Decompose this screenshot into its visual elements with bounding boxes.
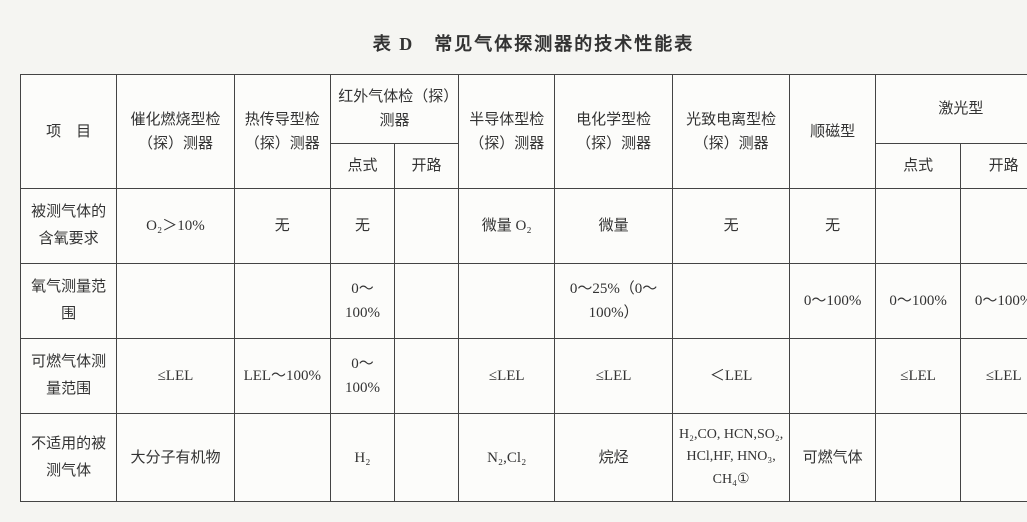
cell: N₂,Cl₂ (459, 414, 555, 502)
cell (395, 189, 459, 264)
cell: H₂ (330, 414, 394, 502)
col-laser-open: 开路 (961, 144, 1027, 189)
table-row: 被测气体的含氧要求 O₂＞10% 无 无 微量 O₂ 微量 无 无 (21, 189, 1027, 264)
cell: ≤LEL (459, 339, 555, 414)
cell: 0～100% (330, 264, 394, 339)
col-electrochemical: 电化学型检（探）测器 (555, 75, 673, 189)
cell (395, 264, 459, 339)
spec-table: 项 目 催化燃烧型检（探）测器 热传导型检（探）测器 红外气体检（探）测器 半导… (20, 74, 1027, 502)
cell (395, 339, 459, 414)
col-photoionization: 光致电离型检（探）测器 (672, 75, 790, 189)
table-wrapper: 表 D 常见气体探测器的技术性能表 项 目 催化燃烧型检（探）测器 热传导型检（… (20, 30, 1027, 502)
cell: ≤LEL (117, 339, 235, 414)
col-laser-group: 激光型 (875, 75, 1027, 144)
col-paramagnetic: 顺磁型 (790, 75, 875, 189)
table-row: 可燃气体测量范围 ≤LEL LEL～100% 0～100% ≤LEL ≤LEL … (21, 339, 1027, 414)
col-infrared-point: 点式 (330, 144, 394, 189)
cell: 烷烃 (555, 414, 673, 502)
cell (459, 264, 555, 339)
cell: H₂,CO, HCN,SO₂, HCl,HF, HNO₃, CH₄① (672, 414, 790, 502)
cell (395, 414, 459, 502)
table-title: 表 D 常见气体探测器的技术性能表 (20, 30, 1027, 56)
cell (672, 264, 790, 339)
row-label-unsuitable-gas: 不适用的被测气体 (21, 414, 117, 502)
col-catalytic: 催化燃烧型检（探）测器 (117, 75, 235, 189)
cell: ≤LEL (555, 339, 673, 414)
col-semiconductor: 半导体型检（探）测器 (459, 75, 555, 189)
cell (961, 189, 1027, 264)
cell (875, 414, 960, 502)
cell: 0～100% (790, 264, 875, 339)
header-row-1: 项 目 催化燃烧型检（探）测器 热传导型检（探）测器 红外气体检（探）测器 半导… (21, 75, 1027, 144)
cell: ≤LEL (961, 339, 1027, 414)
col-item: 项 目 (21, 75, 117, 189)
cell: 微量 O₂ (459, 189, 555, 264)
cell: 0～100% (875, 264, 960, 339)
cell: 0～100% (961, 264, 1027, 339)
cell: 可燃气体 (790, 414, 875, 502)
cell: 大分子有机物 (117, 414, 235, 502)
table-row: 不适用的被测气体 大分子有机物 H₂ N₂,Cl₂ 烷烃 H₂,CO, HCN,… (21, 414, 1027, 502)
col-infrared-group: 红外气体检（探）测器 (330, 75, 458, 144)
col-infrared-open: 开路 (395, 144, 459, 189)
row-label-combustible-range: 可燃气体测量范围 (21, 339, 117, 414)
cell: 无 (790, 189, 875, 264)
cell (234, 264, 330, 339)
row-label-oxygen-range: 氧气测量范围 (21, 264, 117, 339)
cell: 0～25%（0～100%） (555, 264, 673, 339)
cell: 无 (330, 189, 394, 264)
cell: O₂＞10% (117, 189, 235, 264)
cell (875, 189, 960, 264)
cell: 微量 (555, 189, 673, 264)
cell (961, 414, 1027, 502)
cell (117, 264, 235, 339)
cell: ≤LEL (875, 339, 960, 414)
cell: LEL～100% (234, 339, 330, 414)
col-thermal: 热传导型检（探）测器 (234, 75, 330, 189)
cell: 无 (672, 189, 790, 264)
col-laser-point: 点式 (875, 144, 960, 189)
cell: ＜LEL (672, 339, 790, 414)
cell (790, 339, 875, 414)
table-row: 氧气测量范围 0～100% 0～25%（0～100%） 0～100% 0～100… (21, 264, 1027, 339)
row-label-oxygen-req: 被测气体的含氧要求 (21, 189, 117, 264)
cell (234, 414, 330, 502)
cell: 无 (234, 189, 330, 264)
cell: 0～100% (330, 339, 394, 414)
